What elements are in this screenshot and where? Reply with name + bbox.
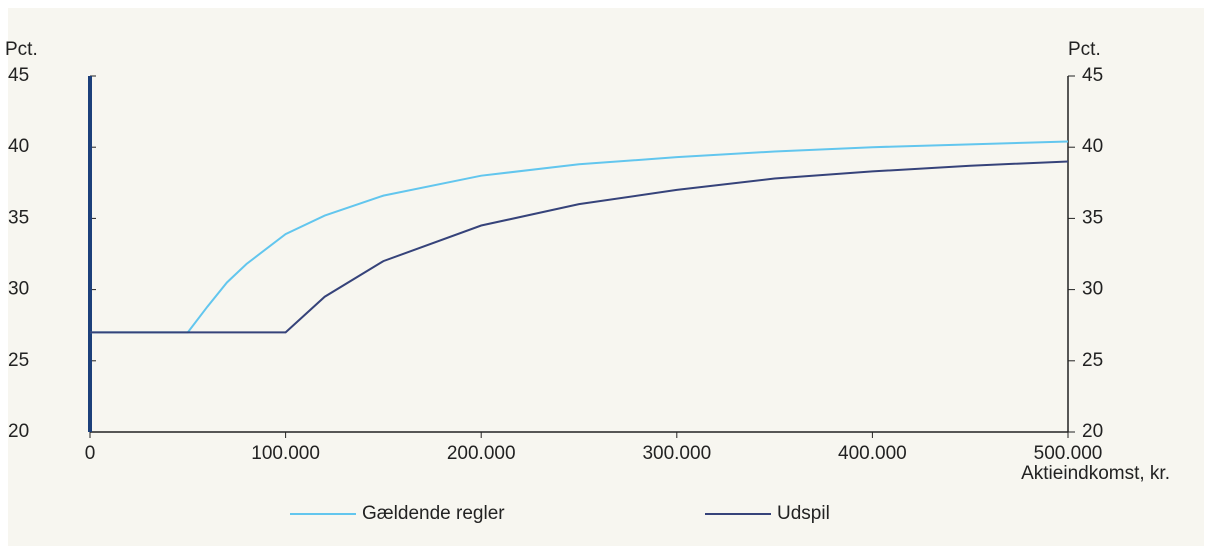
x-tick-label: 100.000 <box>251 443 320 464</box>
x-axis-label: Aktieindkomst, kr. <box>1021 463 1170 484</box>
y-tick-label: 25 <box>8 350 29 371</box>
y-tick-label: 30 <box>8 279 29 300</box>
y-tick-label: 20 <box>8 421 29 442</box>
x-tick-label: 200.000 <box>447 443 516 464</box>
legend-label: Gældende regler <box>362 503 505 524</box>
y-tick-label: 35 <box>8 207 29 228</box>
y2-tick-label: 35 <box>1082 207 1103 228</box>
x-tick-label: 300.000 <box>642 443 711 464</box>
y2-tick-label: 20 <box>1082 421 1103 442</box>
series-line <box>90 160 1069 334</box>
y2-tick-label: 45 <box>1082 65 1103 86</box>
x-tick-label: 0 <box>85 443 96 464</box>
legend-label: Udspil <box>777 503 830 524</box>
x-tick-label: 500.000 <box>1034 443 1103 464</box>
x-tick-label: 400.000 <box>838 443 907 464</box>
y-tick-label: 40 <box>8 136 29 157</box>
y-axis-label: Pct. <box>5 39 38 60</box>
y2-tick-label: 30 <box>1082 279 1103 300</box>
y2-axis-label: Pct. <box>1068 39 1101 60</box>
y-tick-label: 45 <box>8 65 29 86</box>
background <box>8 8 1204 546</box>
series-line <box>90 140 1069 334</box>
y2-tick-label: 25 <box>1082 350 1103 371</box>
y2-tick-label: 40 <box>1082 136 1103 157</box>
